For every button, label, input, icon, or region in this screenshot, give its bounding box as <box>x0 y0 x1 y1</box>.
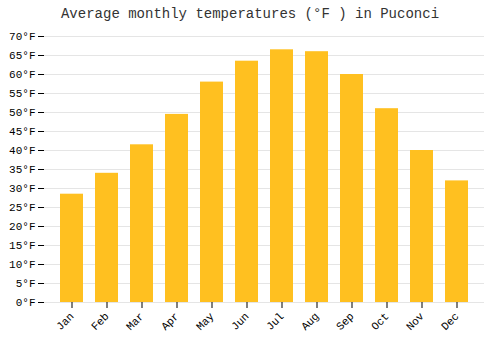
svg-text:30°F: 30°F <box>9 183 35 195</box>
svg-text:Dec: Dec <box>439 310 461 332</box>
svg-text:Nov: Nov <box>404 310 427 333</box>
svg-text:35°F: 35°F <box>9 164 35 176</box>
svg-text:0°F: 0°F <box>16 297 36 309</box>
svg-text:Sep: Sep <box>334 310 356 332</box>
svg-text:5°F: 5°F <box>16 278 36 290</box>
svg-text:May: May <box>194 310 217 333</box>
svg-text:20°F: 20°F <box>9 221 35 233</box>
svg-text:Mar: Mar <box>124 310 146 332</box>
svg-text:Jun: Jun <box>229 310 251 332</box>
svg-text:Jul: Jul <box>264 310 286 332</box>
svg-text:25°F: 25°F <box>9 202 35 214</box>
svg-text:50°F: 50°F <box>9 107 35 119</box>
svg-text:Aug: Aug <box>299 310 321 332</box>
svg-text:60°F: 60°F <box>9 69 35 81</box>
svg-text:45°F: 45°F <box>9 126 35 138</box>
svg-text:10°F: 10°F <box>9 259 35 271</box>
svg-text:Feb: Feb <box>89 310 111 332</box>
svg-text:Apr: Apr <box>159 310 181 332</box>
svg-text:70°F: 70°F <box>9 31 35 43</box>
svg-text:40°F: 40°F <box>9 145 35 157</box>
html-text:Average monthly temperatures (: Average monthly temperatures (°F ) in Pu… <box>61 6 439 22</box>
svg-text:55°F: 55°F <box>9 88 35 100</box>
svg-text:Jan: Jan <box>54 310 76 332</box>
svg-text:15°F: 15°F <box>9 240 35 252</box>
svg-text:65°F: 65°F <box>9 50 35 62</box>
svg-text:Oct: Oct <box>369 310 391 332</box>
